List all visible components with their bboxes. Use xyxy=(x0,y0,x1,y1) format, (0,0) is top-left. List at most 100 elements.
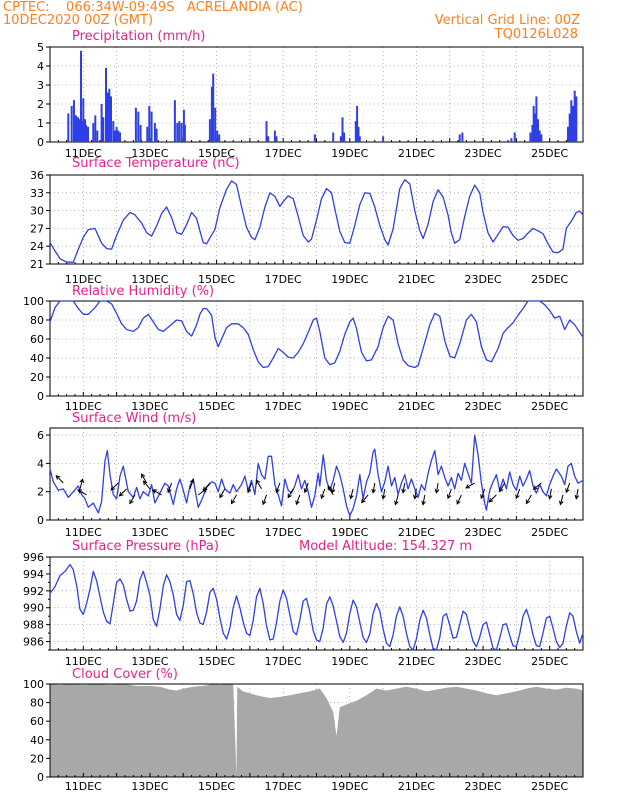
precip-bar xyxy=(155,128,158,142)
wind-arrow xyxy=(203,482,211,491)
wind-arrow xyxy=(167,482,173,493)
x-tick-label: 25DEC xyxy=(531,147,568,160)
wind-arrow-head xyxy=(532,485,538,490)
x-tick-label: 17DEC xyxy=(265,780,302,793)
panel-1: 21 24 27 30 33 36 11DEC 13DEC 15DEC 17DEC 19DEC 21D… xyxy=(30,156,584,286)
precip-bar xyxy=(313,134,316,142)
precip-bar xyxy=(96,130,99,142)
wind-arrow xyxy=(143,480,151,490)
wind-arrow-head xyxy=(559,500,564,506)
panel-title: Surface Wind (m/s) xyxy=(72,411,196,426)
wind-arrow xyxy=(119,488,127,497)
y-tick-label: 80 xyxy=(30,314,44,327)
precip-bar xyxy=(178,121,181,142)
wind-arrow xyxy=(141,473,148,484)
wind-arrow xyxy=(422,494,426,505)
x-tick-label: 23DEC xyxy=(465,780,502,793)
y-tick-label: 6 xyxy=(37,429,44,442)
wind-arrow xyxy=(372,482,376,493)
panel-frame xyxy=(49,556,584,651)
wind-arrow-head xyxy=(394,500,399,506)
panel-title: Surface Temperature (nC) xyxy=(72,156,240,171)
wind-arrow xyxy=(331,482,336,493)
precip-bar xyxy=(210,86,213,142)
precip-bar xyxy=(358,136,361,142)
y-tick-label: 988 xyxy=(23,619,44,632)
wind-arrow-head xyxy=(465,484,471,489)
wind-arrow xyxy=(499,482,506,492)
precip-bar xyxy=(267,136,270,142)
precip-bar xyxy=(92,123,95,142)
wind-arrow xyxy=(525,494,532,504)
wind-arrow xyxy=(219,488,226,498)
wind-arrow xyxy=(456,494,462,505)
wind-arrow xyxy=(465,482,475,489)
precip-bar xyxy=(354,121,357,142)
y-tick-label: 992 xyxy=(23,585,44,598)
wind-arrow xyxy=(559,494,564,505)
x-tick-label: 13DEC xyxy=(131,147,168,160)
x-tick-label: 15DEC xyxy=(198,526,235,539)
precip-bar xyxy=(537,119,539,142)
precip-bar xyxy=(67,113,70,142)
y-tick-label: 27 xyxy=(30,222,44,235)
x-tick-label: 23DEC xyxy=(465,526,502,539)
y-tick-label: 1 xyxy=(37,117,44,130)
wind-arrow xyxy=(575,488,579,499)
precip-bar xyxy=(117,130,120,142)
precip-bar xyxy=(146,126,149,142)
wind-arrow-head xyxy=(79,478,84,484)
x-tick-label: 15DEC xyxy=(198,147,235,160)
y-tick-label: 20 xyxy=(30,371,44,384)
y-tick-label: 20 xyxy=(30,752,44,765)
x-tick-label: 17DEC xyxy=(265,655,302,668)
precip-bar xyxy=(567,126,569,142)
precip-bar xyxy=(75,115,77,142)
y-tick-label: 2 xyxy=(37,486,44,499)
precip-bar xyxy=(84,119,86,142)
x-tick-label: 19DEC xyxy=(331,526,368,539)
wind-arrow xyxy=(275,482,281,493)
y-tick-label: 40 xyxy=(30,734,44,747)
wind-arrow xyxy=(79,479,84,490)
panel-title: Surface Pressure (hPa) xyxy=(72,539,219,554)
panel-title: Precipitation (mm/h) xyxy=(72,29,205,44)
wind-arrow xyxy=(256,479,262,490)
y-tick-label: 5 xyxy=(37,41,44,54)
wind-arrow-head xyxy=(480,494,485,500)
x-tick-label: 23DEC xyxy=(465,400,502,413)
wind-arrow xyxy=(295,494,301,505)
wind-arrow xyxy=(395,494,399,505)
wind-arrow xyxy=(515,488,521,499)
x-tick-label: 23DEC xyxy=(465,273,502,286)
x-tick-label: 11DEC xyxy=(65,273,102,286)
y-tick-label: 996 xyxy=(23,551,44,564)
precip-bar xyxy=(110,96,112,142)
wind-arrow-head xyxy=(295,500,300,506)
precip-bar xyxy=(102,117,105,142)
y-tick-label: 24 xyxy=(30,240,44,253)
x-tick-label: 23DEC xyxy=(465,147,502,160)
wind-arrow-head xyxy=(499,487,504,493)
wind-arrow-head xyxy=(421,500,426,506)
y-tick-label: 100 xyxy=(23,678,44,691)
precip-bar xyxy=(82,98,85,142)
precip-bar xyxy=(510,138,513,142)
x-tick-label: 21DEC xyxy=(398,526,435,539)
wind-arrow xyxy=(327,485,334,496)
x-tick-label: 21DEC xyxy=(398,273,435,286)
precip-bar xyxy=(265,121,268,142)
wind-arrow-head xyxy=(330,488,336,494)
wind-arrow-head xyxy=(515,494,520,500)
wind-arrow-head xyxy=(151,489,157,494)
wind-arrow xyxy=(55,475,64,484)
x-tick-label: 19DEC xyxy=(331,655,368,668)
x-tick-label: 15DEC xyxy=(198,655,235,668)
panel-3: 0 2 4 6 11DEC 13DEC 15DEC 17DEC 19DEC 21DEC 23DEC 2… xyxy=(37,411,584,539)
wind-arrow xyxy=(189,479,194,490)
wind-arrow-head xyxy=(118,491,124,497)
precip-bar xyxy=(134,107,137,142)
panel-5: 0 20 40 60 80 100 11DEC 13DEC 15DEC 17DEC 19DEC 21D… xyxy=(23,667,584,793)
x-tick-label: 13DEC xyxy=(131,273,168,286)
